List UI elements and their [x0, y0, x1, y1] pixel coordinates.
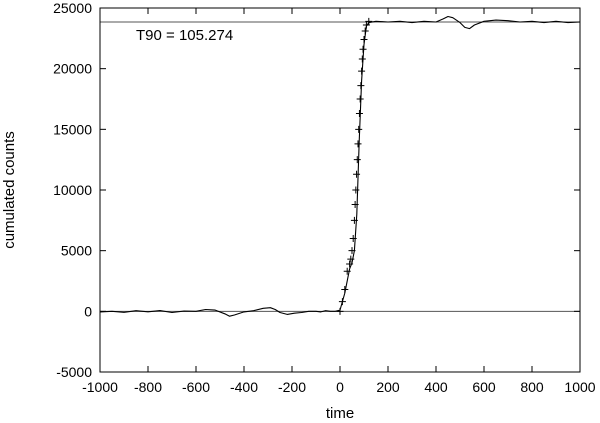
plus-marker: [350, 216, 358, 224]
plus-marker: [356, 95, 364, 103]
y-tick-label: -5000: [56, 364, 92, 380]
y-tick-label: 20000: [53, 61, 92, 77]
plot-frame: [99, 7, 581, 373]
plus-marker: [365, 17, 373, 25]
plus-marker: [353, 170, 361, 178]
plus-marker: [355, 125, 363, 133]
plus-marker: [346, 260, 354, 268]
y-tick-label: 10000: [53, 182, 92, 198]
plus-marker: [355, 110, 363, 118]
axis-ticks: [99, 7, 581, 373]
y-tick-label: 5000: [61, 243, 92, 259]
y-tick-label: 0: [84, 303, 92, 319]
plus-marker: [343, 267, 351, 275]
y-tick-label: 25000: [53, 0, 92, 16]
x-tick-label: 0: [336, 379, 344, 395]
plus-marker: [360, 36, 368, 44]
plus-marker: [358, 55, 366, 63]
plus-marker: [348, 247, 356, 255]
cumulative-counts-line: [99, 15, 581, 317]
x-tick-label: 800: [520, 379, 544, 395]
plus-marker: [354, 140, 362, 148]
plus-marker: [359, 45, 367, 53]
plus-marker: [338, 298, 346, 306]
y-tick-label: 15000: [53, 121, 92, 137]
x-tick-labels: -1000 -800 -600 -400 -200 0 200 400 600 800 1000: [82, 379, 596, 395]
plus-marker: [358, 67, 366, 75]
plus-marker: [347, 255, 355, 263]
plus-marker: [357, 82, 365, 90]
y-axis-label: cumulated counts: [1, 131, 18, 249]
x-tick-label: -1000: [82, 379, 118, 395]
plus-marker: [349, 235, 357, 243]
x-tick-label: -200: [278, 379, 306, 395]
x-tick-label: 200: [376, 379, 400, 395]
plus-marker: [341, 285, 349, 293]
plus-marker: [336, 307, 344, 315]
plus-marker: [361, 27, 369, 35]
x-tick-label: -600: [182, 379, 210, 395]
y-tick-labels: -5000 0 5000 10000 15000 20000 25000: [53, 0, 92, 380]
plus-marker: [362, 21, 370, 29]
x-tick-label: 400: [424, 379, 448, 395]
x-tick-label: -400: [230, 379, 258, 395]
x-tick-label: 1000: [564, 379, 595, 395]
plus-marker: [353, 156, 361, 164]
plus-marker: [351, 201, 359, 209]
t90-annotation: T90 = 105.274: [136, 27, 233, 44]
x-tick-label: -800: [134, 379, 162, 395]
plus-marker: [352, 186, 360, 194]
series-layer: [99, 15, 581, 317]
x-tick-label: 600: [472, 379, 496, 395]
x-axis-label: time: [326, 405, 354, 422]
